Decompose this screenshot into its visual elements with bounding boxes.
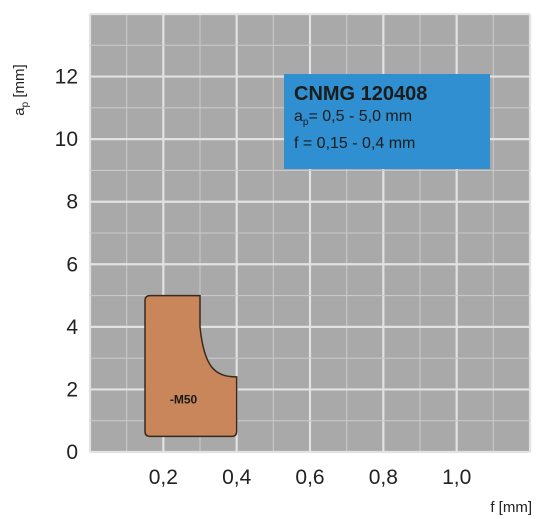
regions: -M50 xyxy=(144,294,238,438)
info-box-title: CNMG 120408 xyxy=(294,83,428,105)
info-box-ap-text: = 0,5 - 5,0 mm xyxy=(308,108,413,125)
info-box: CNMG 120408 ap= 0,5 - 5,0 mm f = 0,15 - … xyxy=(284,74,490,169)
y-tick-label: 6 xyxy=(66,253,78,276)
y-axis-label-unit: [mm] xyxy=(11,64,28,102)
info-box-ap-label: a xyxy=(294,108,303,125)
x-tick-label: 0,4 xyxy=(222,466,252,489)
x-tick-label: 0,2 xyxy=(149,466,178,489)
info-box-f-line: f = 0,15 - 0,4 mm xyxy=(294,135,416,153)
y-tick-label: 12 xyxy=(55,66,78,89)
y-tick-label: 8 xyxy=(66,191,78,214)
x-axis-label: f [mm] xyxy=(490,499,532,516)
y-axis-label-main: a xyxy=(11,107,28,116)
y-tick-label: 2 xyxy=(66,378,78,401)
x-tick-label: 0,8 xyxy=(369,466,398,489)
x-tick-label: 1,0 xyxy=(442,466,471,489)
y-tick-labels: 0 2 4 6 8 10 12 xyxy=(55,66,79,464)
region-m50 xyxy=(144,294,238,438)
y-tick-label: 10 xyxy=(55,128,78,151)
info-box-ap-sub: p xyxy=(302,117,309,129)
region-label: -M50 xyxy=(170,393,198,407)
info-box-ap-line: ap= 0,5 - 5,0 mm xyxy=(294,106,490,133)
x-tick-label: 0,6 xyxy=(295,466,324,489)
y-tick-label: 0 xyxy=(66,441,78,464)
y-axis-label-sub: p xyxy=(20,101,31,107)
y-axis-label: ap [mm] xyxy=(11,64,31,115)
y-tick-label: 4 xyxy=(66,316,78,339)
x-tick-labels: 0,2 0,4 0,6 0,8 1,0 xyxy=(149,466,472,489)
